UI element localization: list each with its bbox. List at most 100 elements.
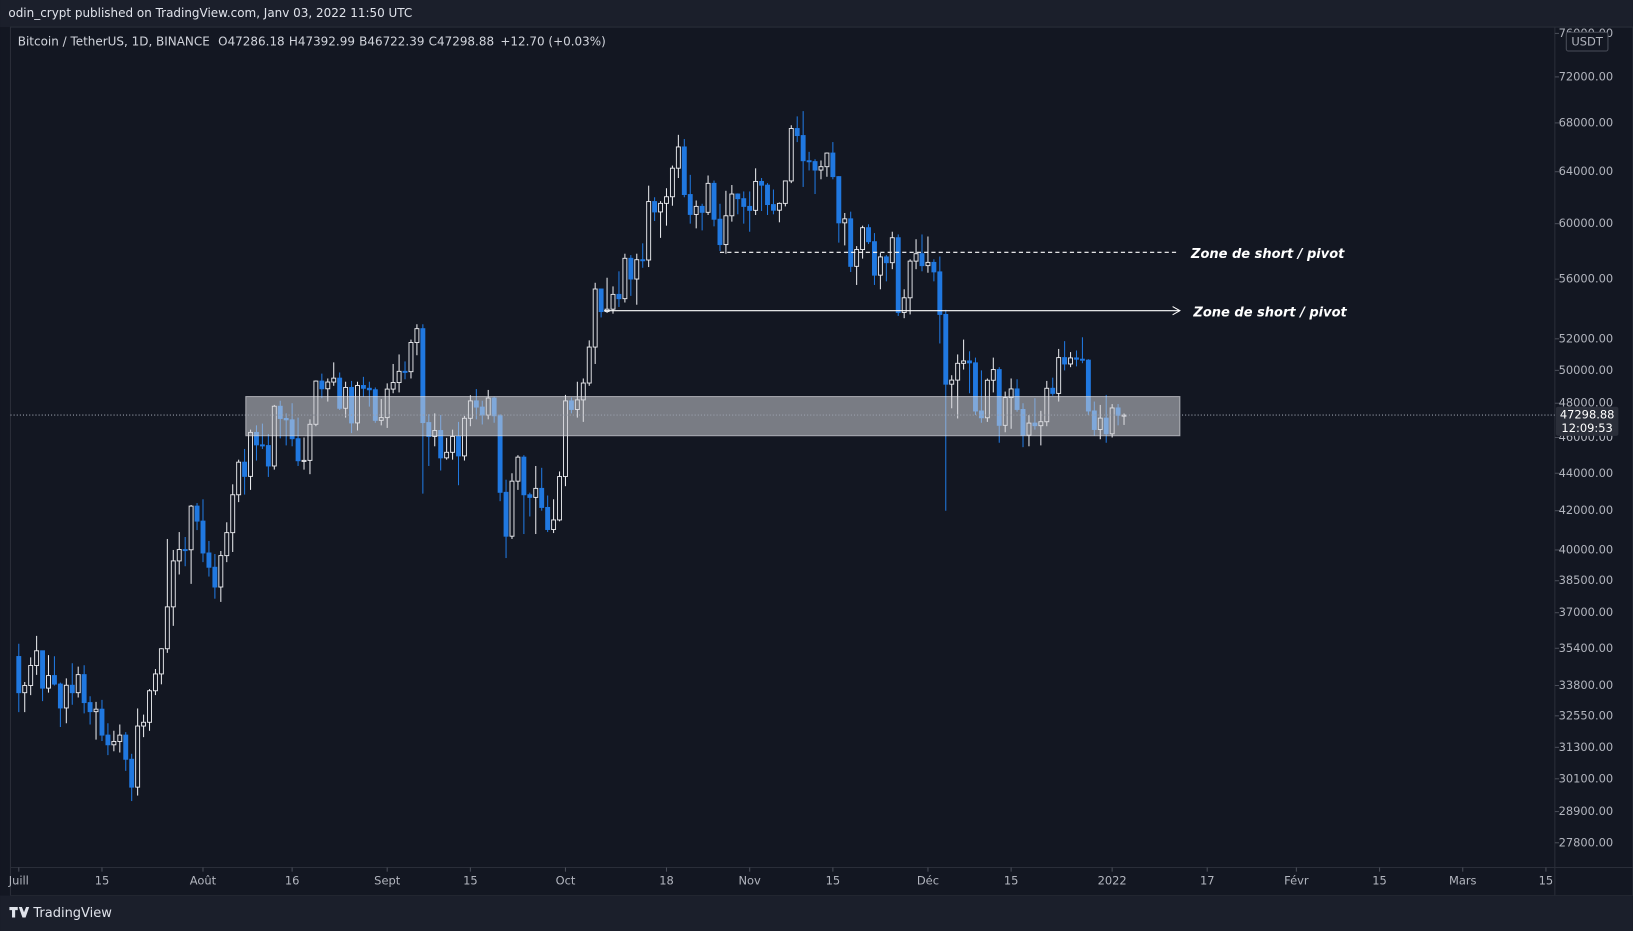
candle-body bbox=[770, 204, 776, 211]
plot-area bbox=[10, 111, 1555, 802]
x-tick-label: Mars bbox=[1449, 874, 1477, 888]
candle-body bbox=[408, 342, 414, 373]
candle-body bbox=[248, 431, 253, 477]
y-tick-label: 48000.00 bbox=[1559, 396, 1614, 410]
x-tick-label: Oct bbox=[556, 874, 576, 888]
candle-body bbox=[230, 494, 236, 534]
candle-body bbox=[206, 552, 212, 568]
ohlc-prefix: C bbox=[429, 34, 437, 48]
candle-body bbox=[57, 683, 63, 709]
candle-body bbox=[877, 256, 883, 276]
candle-body bbox=[729, 193, 735, 217]
publisher: odin_crypt published on TradingView.com,… bbox=[8, 6, 412, 20]
candle-body bbox=[521, 456, 527, 496]
candle-body bbox=[34, 650, 40, 666]
ohlc-high: 47392.99 bbox=[298, 34, 355, 48]
candle-body bbox=[830, 152, 836, 178]
candle-body bbox=[675, 146, 681, 169]
candle-body bbox=[854, 249, 860, 267]
y-tick-label: 35400.00 bbox=[1559, 641, 1614, 655]
candle-body bbox=[794, 128, 800, 137]
x-tick-label: 15 bbox=[826, 874, 841, 888]
candle-body bbox=[955, 362, 961, 381]
candle-body bbox=[788, 128, 794, 182]
candle-body bbox=[153, 673, 158, 692]
y-tick-label: 31300.00 bbox=[1559, 740, 1614, 754]
candle-body bbox=[301, 459, 307, 462]
currency: USDT bbox=[1571, 35, 1603, 49]
candle-body bbox=[503, 491, 509, 537]
y-tick-label: 37000.00 bbox=[1559, 605, 1614, 619]
y-tick-label: 60000.00 bbox=[1559, 216, 1614, 230]
candle-body bbox=[860, 227, 866, 251]
candle-body bbox=[687, 194, 693, 215]
ohlc-prefix: H bbox=[289, 34, 298, 48]
y-tick-label: 68000.00 bbox=[1559, 115, 1614, 129]
candle-body bbox=[735, 193, 741, 200]
y-tick-label: 38500.00 bbox=[1559, 573, 1614, 587]
x-tick-label: Juill bbox=[8, 874, 29, 888]
candle-body bbox=[681, 146, 687, 196]
candle-body bbox=[782, 180, 788, 204]
candle-body bbox=[842, 218, 848, 224]
y-tick-label: 52000.00 bbox=[1559, 331, 1614, 345]
countdown: 12:09:53 bbox=[1561, 421, 1612, 435]
candle-body bbox=[28, 665, 34, 686]
top-bar bbox=[0, 0, 1633, 28]
candle-body bbox=[931, 261, 937, 273]
candle-body bbox=[824, 152, 830, 168]
level-label: Zone de short / pivot bbox=[1190, 247, 1345, 262]
candle-body bbox=[967, 360, 972, 364]
candle-body bbox=[907, 260, 913, 299]
x-tick-label: Nov bbox=[739, 874, 762, 888]
candle-body bbox=[551, 519, 557, 530]
candle-body bbox=[295, 438, 301, 462]
candle-body bbox=[1074, 357, 1079, 360]
candle-body bbox=[111, 740, 117, 746]
x-tick-label: 15 bbox=[1539, 874, 1554, 888]
candle-body bbox=[925, 261, 931, 267]
candle-body bbox=[93, 708, 99, 713]
change: +12.70 (+0.03%) bbox=[500, 34, 606, 48]
candle-body bbox=[586, 346, 592, 384]
candle-body bbox=[895, 237, 901, 313]
candle-body bbox=[147, 690, 152, 723]
candle-body bbox=[616, 293, 622, 300]
candle-body bbox=[123, 734, 129, 760]
last-price: 47298.88 bbox=[1560, 408, 1615, 422]
candle-body bbox=[182, 549, 188, 552]
last-price-box bbox=[1555, 406, 1619, 436]
candle-body bbox=[390, 382, 396, 390]
candle-body bbox=[224, 532, 230, 557]
x-tick-label: Févr bbox=[1284, 874, 1309, 888]
ohlc-open: 47286.18 bbox=[228, 34, 285, 48]
candle-body bbox=[705, 182, 711, 213]
y-tick-label: 33800.00 bbox=[1559, 678, 1614, 692]
y-tick-label: 32550.00 bbox=[1559, 708, 1614, 722]
candle-body bbox=[117, 734, 123, 742]
candle-body bbox=[646, 201, 652, 261]
candle-body bbox=[444, 451, 450, 459]
candle-body bbox=[105, 734, 111, 746]
candle-body bbox=[723, 215, 729, 246]
legend: Bitcoin / TetherUS, 1D, BINANCE O47286.18… bbox=[18, 34, 606, 48]
candle-body bbox=[75, 674, 81, 694]
candle-body bbox=[759, 180, 765, 186]
candle-body bbox=[402, 370, 408, 373]
candle-body bbox=[800, 135, 806, 162]
candle-body bbox=[806, 160, 812, 163]
y-tick-label: 44000.00 bbox=[1559, 466, 1614, 480]
y-tick-label: 64000.00 bbox=[1559, 164, 1614, 178]
candle-body bbox=[937, 271, 943, 315]
x-tick-label: 15 bbox=[95, 874, 110, 888]
candle-body bbox=[164, 606, 170, 650]
candle-body bbox=[1050, 387, 1056, 394]
candle-body bbox=[658, 202, 663, 213]
candle-body bbox=[218, 555, 224, 588]
zone bbox=[245, 396, 1181, 437]
level-label: Zone de short / pivot bbox=[1192, 305, 1347, 320]
x-tick-label: 15 bbox=[1372, 874, 1387, 888]
candle-body bbox=[141, 721, 147, 727]
candle-body bbox=[634, 259, 640, 280]
y-tick-label: 50000.00 bbox=[1559, 363, 1614, 377]
